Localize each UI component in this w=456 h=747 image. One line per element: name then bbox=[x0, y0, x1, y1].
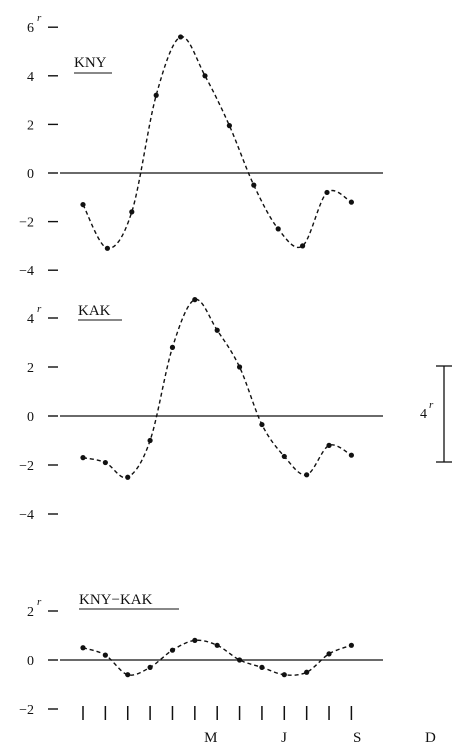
data-point bbox=[326, 442, 332, 448]
series-title: KAK bbox=[78, 303, 111, 319]
data-point bbox=[147, 437, 153, 444]
series-title: KNY−KAK bbox=[79, 592, 153, 608]
data-point bbox=[259, 664, 265, 670]
y-tick-label: 0 bbox=[27, 654, 34, 669]
scale-bar-unit: r bbox=[429, 399, 434, 411]
data-point bbox=[326, 651, 332, 657]
y-tick-label: 0 bbox=[27, 410, 34, 425]
data-point bbox=[281, 672, 287, 678]
data-point bbox=[178, 34, 184, 40]
y-unit-label: r bbox=[37, 12, 42, 24]
y-tick-label: 0 bbox=[27, 167, 34, 182]
y-tick-label: 2 bbox=[27, 118, 34, 133]
data-point bbox=[202, 73, 208, 79]
data-point bbox=[169, 647, 176, 653]
data-point bbox=[348, 452, 354, 458]
month-label: D bbox=[425, 730, 436, 746]
data-point bbox=[80, 201, 86, 208]
panel-1: 4r 2 0 −2 −4 KAK bbox=[19, 297, 383, 523]
y-tick-label: 2 bbox=[27, 361, 34, 376]
y-tick-label: −2 bbox=[19, 703, 34, 718]
data-point bbox=[125, 672, 131, 678]
y-tick-label: 6 bbox=[27, 21, 34, 36]
month-label: M bbox=[204, 730, 217, 746]
data-point bbox=[125, 474, 131, 480]
data-point bbox=[102, 459, 108, 466]
data-point bbox=[147, 664, 153, 670]
y-tick-label: −2 bbox=[19, 459, 34, 474]
data-point bbox=[324, 189, 330, 196]
data-point bbox=[304, 472, 310, 478]
panel-0: 6r 4 2 0 −2 −4 KNY bbox=[19, 12, 383, 279]
data-point bbox=[251, 182, 257, 188]
y-unit-label: r bbox=[37, 596, 42, 608]
data-point bbox=[153, 92, 159, 98]
data-point bbox=[104, 245, 110, 251]
data-point bbox=[304, 669, 310, 675]
data-point bbox=[192, 637, 198, 644]
data-point bbox=[236, 364, 243, 370]
data-point bbox=[80, 455, 86, 461]
data-point bbox=[236, 657, 243, 663]
data-point bbox=[275, 226, 281, 232]
data-point bbox=[259, 421, 265, 428]
series-line bbox=[82, 298, 352, 479]
data-point bbox=[80, 645, 86, 651]
y-tick-label: −4 bbox=[19, 264, 34, 279]
y-tick-label: 4 bbox=[27, 312, 34, 327]
data-point bbox=[102, 652, 108, 658]
y-unit-label: r bbox=[37, 303, 42, 315]
panel-2: 2r 0 −2 KNY−KAK bbox=[19, 592, 383, 718]
series-title: KNY bbox=[74, 55, 107, 71]
data-point bbox=[214, 642, 220, 648]
data-point bbox=[129, 209, 135, 215]
y-tick-label: −4 bbox=[19, 508, 34, 523]
data-point bbox=[226, 123, 232, 129]
data-point bbox=[281, 453, 287, 460]
y-tick-label: −2 bbox=[19, 216, 34, 231]
series-line bbox=[82, 36, 352, 250]
data-point bbox=[169, 344, 176, 350]
data-point bbox=[348, 642, 354, 648]
scale-bar-label: 4 bbox=[420, 407, 427, 422]
y-tick-label: 4 bbox=[27, 70, 34, 85]
month-label: S bbox=[353, 730, 361, 746]
data-point bbox=[348, 199, 354, 205]
data-point bbox=[214, 327, 220, 333]
data-point bbox=[300, 243, 306, 249]
month-label: J bbox=[281, 730, 287, 746]
data-point bbox=[192, 297, 198, 303]
y-tick-label: 2 bbox=[27, 605, 34, 620]
scale-bar: 4 r bbox=[420, 365, 452, 463]
